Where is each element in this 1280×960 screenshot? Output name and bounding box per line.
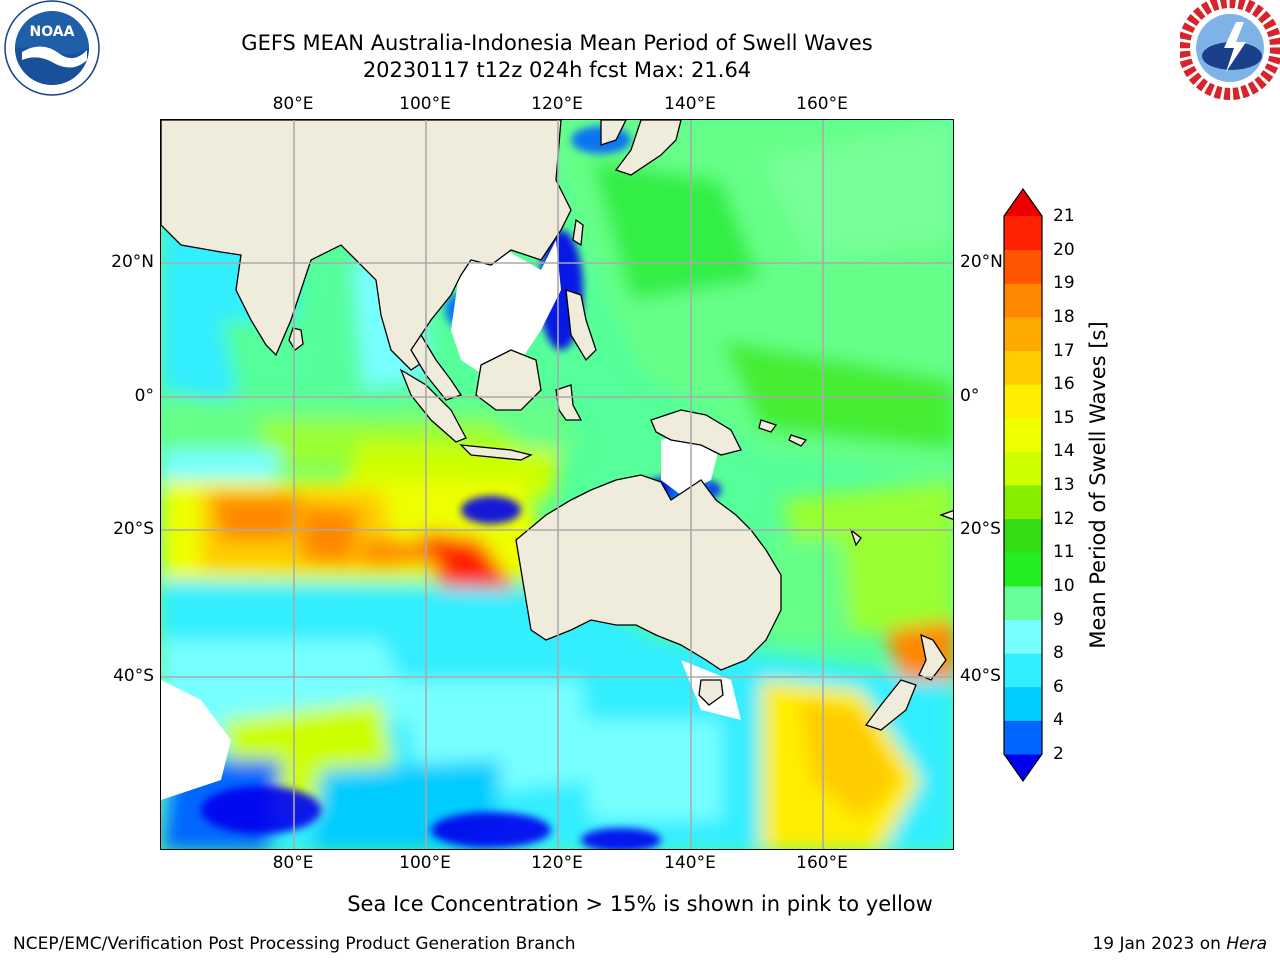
colorbar-tick-label: 11 — [1053, 542, 1075, 563]
colorbar-tick-label: 15 — [1053, 407, 1075, 428]
lon-label-bottom: 140°E — [664, 853, 716, 873]
colorbar-tick-label: 16 — [1053, 374, 1075, 395]
footer-date: 19 Jan 2023 on — [1092, 934, 1227, 954]
footer-host: Hera — [1226, 934, 1267, 954]
colorbar-outline — [1003, 187, 1043, 783]
noaa-logo: NOAA — [2, 0, 102, 100]
colorbar-segment — [1004, 417, 1042, 452]
gridlines — [161, 120, 953, 849]
lat-label-right: 0° — [960, 386, 980, 406]
colorbar-segment — [1004, 451, 1042, 486]
chart-title: GEFS MEAN Australia-Indonesia Mean Perio… — [241, 31, 873, 55]
footer-right: 19 Jan 2023 on Hera — [1092, 934, 1267, 954]
lon-label-top: 100°E — [399, 94, 451, 114]
colorbar-tick-label: 9 — [1053, 609, 1064, 630]
colorbar-segment — [1004, 585, 1042, 620]
colorbar-extend-min — [1004, 754, 1042, 781]
colorbar-segment — [1004, 283, 1042, 318]
colorbar-segment — [1004, 518, 1042, 553]
colorbar-segment — [1004, 216, 1042, 251]
lon-label-bottom: 120°E — [531, 853, 583, 873]
lat-label-right: 20°S — [960, 519, 1001, 539]
colorbar-tick-label: 19 — [1053, 273, 1075, 294]
lat-label-left: 20°N — [111, 252, 154, 272]
colorbar-extend-max — [1004, 189, 1042, 216]
colorbar-tick-label: 12 — [1053, 508, 1075, 529]
lat-label-right: 40°S — [960, 666, 1001, 686]
colorbar-tick-label: 2 — [1053, 744, 1064, 764]
nws-logo — [1178, 0, 1280, 100]
lat-label-left: 40°S — [113, 666, 154, 686]
colorbar-segment — [1004, 249, 1042, 284]
colorbar-title: Mean Period of Swell Waves [s] — [1086, 321, 1110, 649]
colorbar-tick-label: 13 — [1053, 475, 1075, 495]
colorbar-segment — [1004, 350, 1042, 385]
colorbar-tick-label: 8 — [1053, 643, 1064, 664]
colorbar — [1003, 187, 1043, 786]
colorbar-tick-label: 10 — [1053, 575, 1075, 596]
lat-label-left: 20°S — [113, 519, 154, 539]
colorbar-tick-label: 4 — [1053, 710, 1064, 731]
colorbar-segment — [1004, 485, 1042, 520]
colorbar-tick-label: 21 — [1053, 206, 1075, 226]
map-canvas — [161, 120, 953, 849]
colorbar-tick-label: 20 — [1053, 239, 1075, 260]
colorbar-segment — [1004, 720, 1042, 755]
sea-ice-note: Sea Ice Concentration > 15% is shown in … — [347, 892, 933, 916]
colorbar-segment — [1004, 619, 1042, 654]
landmasses — [161, 120, 953, 731]
colorbar-tick-label: 14 — [1053, 441, 1075, 462]
lon-label-top: 120°E — [531, 94, 583, 114]
lat-label-right: 20°N — [960, 252, 1003, 272]
chart-subtitle: 20230117 t12z 024h fcst Max: 21.64 — [362, 58, 752, 82]
lon-label-top: 80°E — [272, 94, 314, 114]
colorbar-segment — [1004, 384, 1042, 419]
lat-label-left: 0° — [134, 386, 154, 406]
colorbar-svg — [1003, 187, 1043, 783]
lon-label-top: 160°E — [796, 94, 848, 114]
map-panel — [160, 119, 954, 850]
footer-left: NCEP/EMC/Verification Post Processing Pr… — [13, 934, 576, 954]
colorbar-tick-label: 17 — [1053, 340, 1075, 361]
no-data-regions — [161, 240, 741, 800]
noaa-logo-label: NOAA — [30, 24, 75, 40]
colorbar-segment — [1004, 552, 1042, 587]
colorbar-tick-label: 18 — [1053, 306, 1075, 327]
lon-label-top: 140°E — [664, 94, 716, 114]
lon-label-bottom: 80°E — [272, 853, 314, 873]
colorbar-tick-label: 6 — [1053, 676, 1064, 697]
colorbar-segment — [1004, 686, 1042, 721]
colorbar-segment — [1004, 316, 1042, 351]
lon-label-bottom: 100°E — [399, 853, 451, 873]
colorbar-segment — [1004, 653, 1042, 688]
lon-label-bottom: 160°E — [796, 853, 848, 873]
